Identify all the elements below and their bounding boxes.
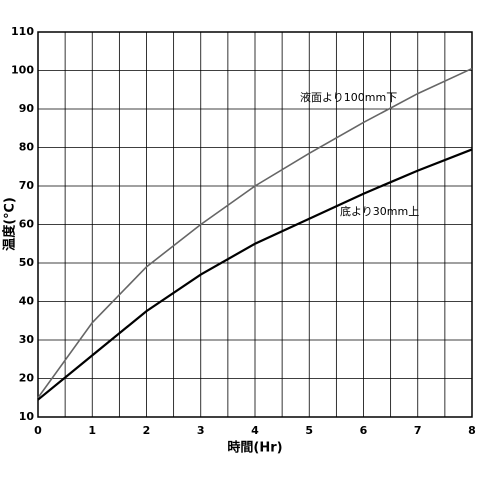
plot-frame — [37, 31, 473, 418]
y-tick-label: 110 — [11, 25, 34, 38]
x-tick-label: 0 — [34, 424, 42, 437]
series-label: 底より30mm上 — [340, 204, 419, 218]
y-tick-label: 50 — [19, 256, 35, 269]
x-tick-label: 1 — [88, 424, 96, 437]
x-tick-label: 2 — [143, 424, 151, 437]
series-line — [37, 67, 473, 399]
x-tick-label: 6 — [360, 424, 368, 437]
y-tick-label: 70 — [19, 179, 35, 192]
y-tick-label: 90 — [19, 102, 35, 115]
x-axis-label: 時間(Hr) — [227, 440, 282, 456]
y-tick-label: 80 — [19, 141, 35, 154]
y-tick-label: 100 — [11, 64, 34, 77]
y-tick-label: 10 — [19, 410, 35, 423]
y-tick-label: 40 — [19, 295, 35, 308]
x-tick-label: 7 — [414, 424, 422, 437]
x-tick-label: 8 — [468, 424, 476, 437]
x-tick-label: 3 — [197, 424, 205, 437]
y-axis-label: 温度(℃) — [2, 197, 18, 251]
x-tick-label: 4 — [251, 424, 259, 437]
y-tick-label: 20 — [19, 372, 35, 385]
series-line — [37, 148, 473, 401]
series-label: 液面より100mm下 — [300, 90, 397, 104]
y-tick-label: 60 — [19, 218, 35, 231]
x-tick-label: 5 — [305, 424, 313, 437]
y-tick-label: 30 — [19, 333, 35, 346]
